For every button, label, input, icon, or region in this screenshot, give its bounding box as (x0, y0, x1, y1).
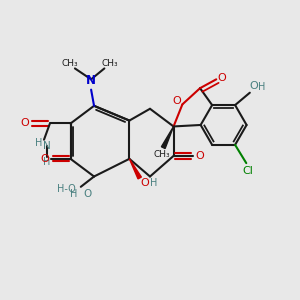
Text: N: N (43, 141, 51, 151)
Text: O: O (249, 81, 258, 91)
Text: H: H (35, 138, 42, 148)
Text: H: H (259, 82, 266, 92)
Text: Cl: Cl (242, 167, 253, 176)
Polygon shape (161, 126, 174, 148)
Text: O: O (217, 73, 226, 83)
Text: CH₃: CH₃ (61, 58, 78, 68)
Text: H: H (70, 189, 77, 199)
Text: O: O (195, 151, 204, 161)
Text: CH₃: CH₃ (154, 150, 170, 159)
Text: O: O (40, 154, 49, 164)
Text: H-O: H-O (57, 184, 76, 194)
Text: H: H (43, 158, 51, 167)
Text: O: O (20, 118, 29, 128)
Text: O: O (140, 178, 149, 188)
Text: H: H (150, 178, 157, 188)
Text: CH₃: CH₃ (102, 58, 119, 68)
Text: O: O (172, 96, 181, 106)
Text: O: O (84, 189, 92, 199)
Text: N: N (86, 74, 96, 87)
Polygon shape (129, 159, 141, 179)
